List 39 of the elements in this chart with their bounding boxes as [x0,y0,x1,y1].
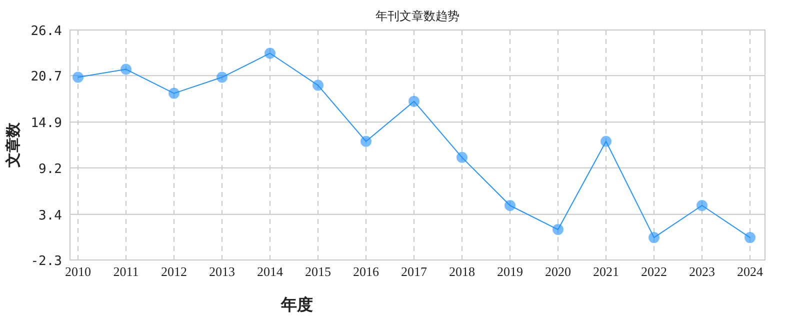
x-tick-label: 2024 [737,264,764,279]
x-tick-label: 2015 [305,264,331,279]
x-tick-label: 2014 [257,264,284,279]
x-tick-label: 2022 [641,264,667,279]
x-axis-title: 年度 [280,295,313,314]
point [216,72,228,83]
y-axis-title: 文章数 [4,122,22,168]
point [696,200,708,212]
point [72,72,84,83]
point [312,80,324,91]
point [744,232,756,244]
point [504,200,516,212]
point [264,48,276,59]
point [168,88,180,99]
point [648,232,660,244]
y-tick-label: 3.4 [38,208,62,224]
x-tick-label: 2017 [401,264,428,279]
y-tick-label: 9.2 [38,162,62,177]
x-tick-label: 2013 [209,264,235,279]
y-tick-label: -2.3 [30,254,62,269]
x-tick-label: 2021 [593,264,619,279]
point [360,136,372,147]
x-tick-label: 2020 [545,264,571,279]
y-tick-label: 26.4 [30,24,62,39]
x-tick-label: 2012 [161,264,187,279]
x-tick-label: 2018 [449,264,475,279]
point [120,64,132,75]
y-tick-label: 20.7 [30,70,62,85]
chart-title: 年刊文章数趋势 [376,9,460,23]
point [408,96,420,107]
point [552,224,564,236]
x-tick-label: 2016 [353,264,380,279]
x-tick-label: 2010 [65,264,91,279]
point [600,136,612,147]
x-tick-label: 2019 [497,264,523,279]
point [456,152,468,163]
x-tick-label: 2011 [113,264,139,279]
y-tick-label: 14.9 [30,116,62,132]
x-tick-label: 2023 [689,264,715,279]
